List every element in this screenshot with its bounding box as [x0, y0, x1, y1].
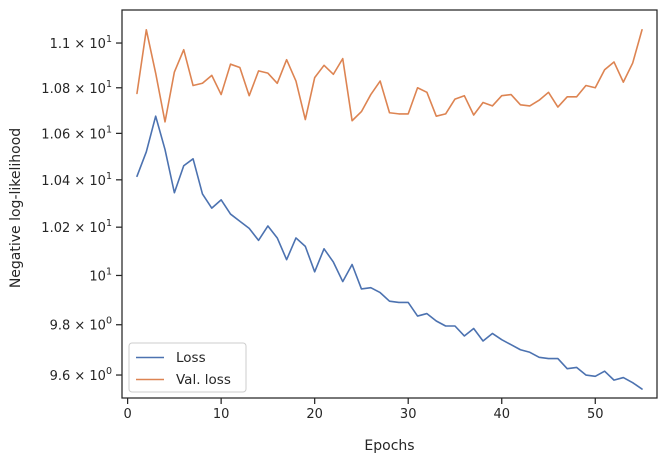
- series-layer: [136, 28, 643, 390]
- y-tick-label: 1.04 × 101: [41, 171, 112, 189]
- x-axis-label: Epochs: [364, 438, 414, 454]
- series-line-val-loss: [136, 28, 643, 123]
- legend-label-val-loss: Val. loss: [176, 372, 231, 388]
- legend-label-loss: Loss: [176, 350, 206, 366]
- y-tick-label: 1.1 × 101: [50, 34, 112, 52]
- y-tick-label: 1.08 × 101: [41, 79, 112, 97]
- y-tick-label: 9.8 × 100: [50, 316, 112, 334]
- x-tick-label: 40: [493, 407, 510, 422]
- y-axis-label: Negative log-likelihood: [8, 128, 24, 288]
- x-axis-ticks: 0 10 20 30 40 50: [123, 398, 604, 422]
- y-tick-label: 101: [89, 266, 112, 284]
- x-tick-label: 0: [123, 407, 131, 422]
- x-tick-label: 30: [400, 407, 417, 422]
- x-tick-label: 10: [213, 407, 230, 422]
- plot-frame: [121, 9, 658, 399]
- x-tick-label: 20: [306, 407, 323, 422]
- y-axis-ticks: 9.6 × 100 9.8 × 100 101 1.02 × 101 1.04 × 10…: [41, 34, 122, 384]
- x-tick-label: 50: [587, 407, 604, 422]
- y-tick-label: 1.02 × 101: [41, 218, 112, 236]
- legend: Loss Val. loss: [128, 342, 247, 393]
- y-tick-label: 1.06 × 101: [41, 124, 112, 142]
- y-tick-label: 9.6 × 100: [50, 366, 112, 384]
- series-line-loss: [136, 115, 643, 390]
